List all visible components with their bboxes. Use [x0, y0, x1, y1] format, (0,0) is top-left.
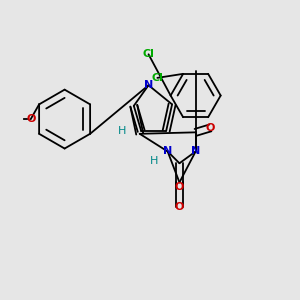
Text: N: N — [163, 146, 172, 157]
Text: O: O — [175, 182, 184, 192]
Text: H: H — [150, 156, 159, 166]
Text: Cl: Cl — [152, 73, 163, 83]
Text: Cl: Cl — [142, 49, 154, 59]
Text: O: O — [26, 114, 35, 124]
Text: N: N — [191, 146, 200, 157]
Text: N: N — [144, 80, 153, 90]
Text: O: O — [206, 123, 215, 133]
Text: O: O — [175, 202, 184, 212]
Text: H: H — [118, 126, 126, 136]
